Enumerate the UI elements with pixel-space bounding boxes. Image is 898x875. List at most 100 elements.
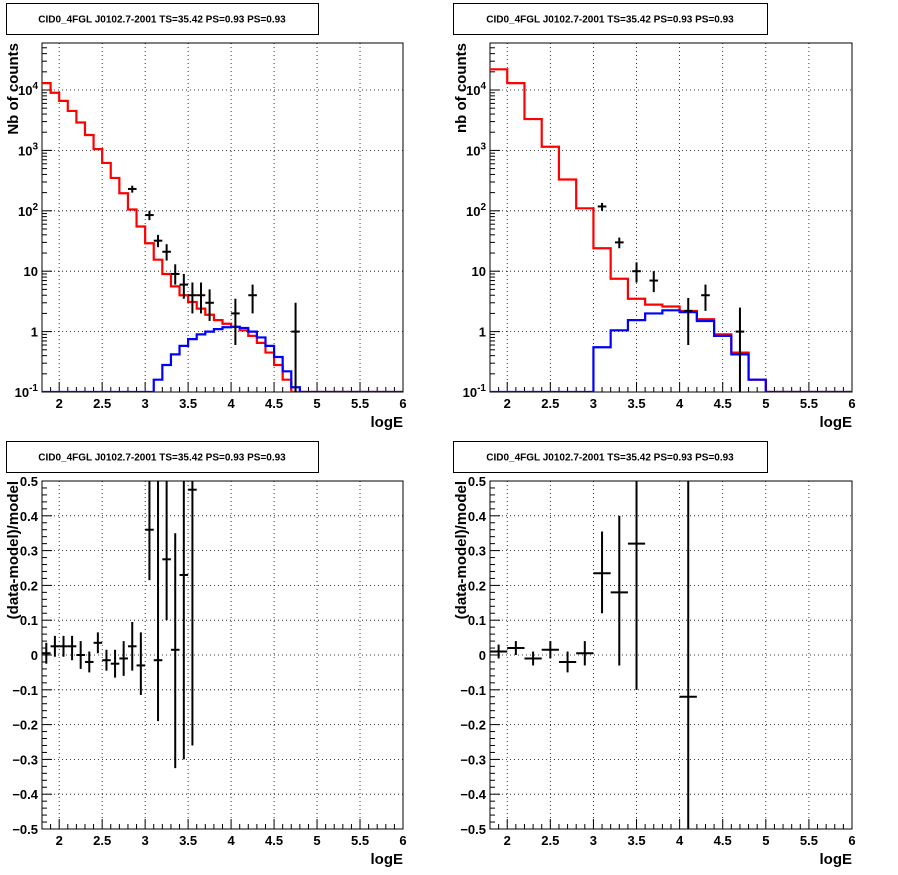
panel-2: CID0_4FGL J0102.7-2001 TS=35.42 PS=0.93 … [453,3,856,431]
y-tick-label: 0.5 [468,474,486,489]
data-point [84,651,94,673]
y-tick-label: 102 [18,202,38,219]
data-point [170,533,180,769]
y-axis-title: (data-model)/model [5,481,22,619]
data-points [127,185,300,392]
y-tick-label: 1 [479,325,486,340]
data-point [701,284,710,311]
data-points [597,202,745,392]
x-tick-label: 2.5 [93,396,111,411]
data-point [490,644,508,659]
grid [42,43,403,392]
source-model-histogram [490,309,852,392]
x-tick-label: 4.5 [714,396,732,411]
x-tick-label: 6 [399,396,406,411]
series-layer [42,82,403,392]
y-tick-label: 103 [18,141,38,158]
x-tick-label: 5.5 [800,833,818,848]
x-tick-label: 5.5 [351,396,369,411]
x-tick-label: 3.5 [179,396,197,411]
y-tick-label: 0.1 [20,613,38,628]
plot-frame [489,42,853,393]
total-model-histogram [42,82,403,392]
x-tick-label: 2 [56,396,63,411]
x-tick-label: 3 [590,833,597,848]
x-tick-label: 2.5 [541,833,559,848]
data-point [93,632,103,654]
y-tick-label: 0 [479,648,486,663]
chart-title: CID0_4FGL J0102.7-2001 TS=35.42 PS=0.93 … [486,453,734,464]
tick-marks [41,480,404,830]
y-tick-label: 10 [24,264,38,279]
data-point [649,271,659,293]
data-point [127,621,137,671]
data-point [179,481,189,760]
source-model-histogram [42,325,403,392]
data-point [59,635,68,657]
y-tick-label: 0 [31,648,38,663]
data-point [136,632,146,696]
tick-marks [489,42,853,393]
plot-frame [41,42,404,393]
panel-4: CID0_4FGL J0102.7-2001 TS=35.42 PS=0.93 … [453,441,856,868]
y-tick-label: −0.4 [12,787,38,802]
data-point [507,641,525,655]
data-points [42,481,197,769]
y-tick-label: −0.2 [12,718,38,733]
x-tick-label: 4 [676,833,684,848]
data-point [42,642,51,664]
x-axis-title: logE [820,414,853,431]
data-point [205,289,214,321]
x-tick-label: 3 [142,396,149,411]
data-point [76,641,85,669]
x-tick-label: 2 [504,833,511,848]
y-tick-label: −0.5 [460,822,486,837]
data-point [610,515,628,666]
y-tick-label: 0.3 [20,544,38,559]
y-tick-label: −0.5 [12,822,38,837]
tick-marks [489,480,853,830]
y-tick-label: 0.3 [468,544,486,559]
y-tick-label: 0.4 [468,509,487,524]
x-tick-label: 4 [227,833,235,848]
y-tick-label: 10-1 [463,383,487,400]
title-box [6,3,319,35]
x-tick-label: 5.5 [351,833,369,848]
x-tick-label: 4.5 [265,396,283,411]
grid [490,43,852,392]
title-box [6,441,319,473]
data-point [102,649,111,671]
data-point [291,302,300,392]
x-tick-label: 6 [848,833,855,848]
x-tick-label: 4.5 [265,833,283,848]
x-tick-label: 3.5 [179,833,197,848]
data-point [541,641,559,659]
data-point [145,210,154,221]
y-axis-title: (data-model)/model [453,481,470,619]
total-model-histogram [490,68,852,392]
x-tick-label: 5 [313,833,320,848]
y-tick-label: 0.2 [20,578,38,593]
title-box [453,3,768,35]
grid [490,481,852,829]
series-layer [490,481,697,829]
x-axis-title: logE [371,851,404,868]
y-tick-label: 1 [31,325,38,340]
data-point [558,651,577,673]
chart-title: CID0_4FGL J0102.7-2001 TS=35.42 PS=0.93 … [38,15,286,26]
data-point [614,237,624,249]
y-tick-label: 0.5 [20,474,38,489]
data-point [683,297,693,345]
data-point [597,202,607,211]
x-tick-label: 2.5 [93,833,111,848]
x-tick-label: 3 [590,396,597,411]
y-tick-label: 10 [472,264,486,279]
series-layer [490,68,852,392]
x-tick-label: 2.5 [541,396,559,411]
x-tick-label: 5 [762,833,769,848]
x-tick-label: 3.5 [627,833,645,848]
data-point [188,282,197,314]
data-point [162,481,171,621]
y-axis-title: Nb of counts [5,43,22,135]
y-tick-label: −0.3 [460,752,486,767]
